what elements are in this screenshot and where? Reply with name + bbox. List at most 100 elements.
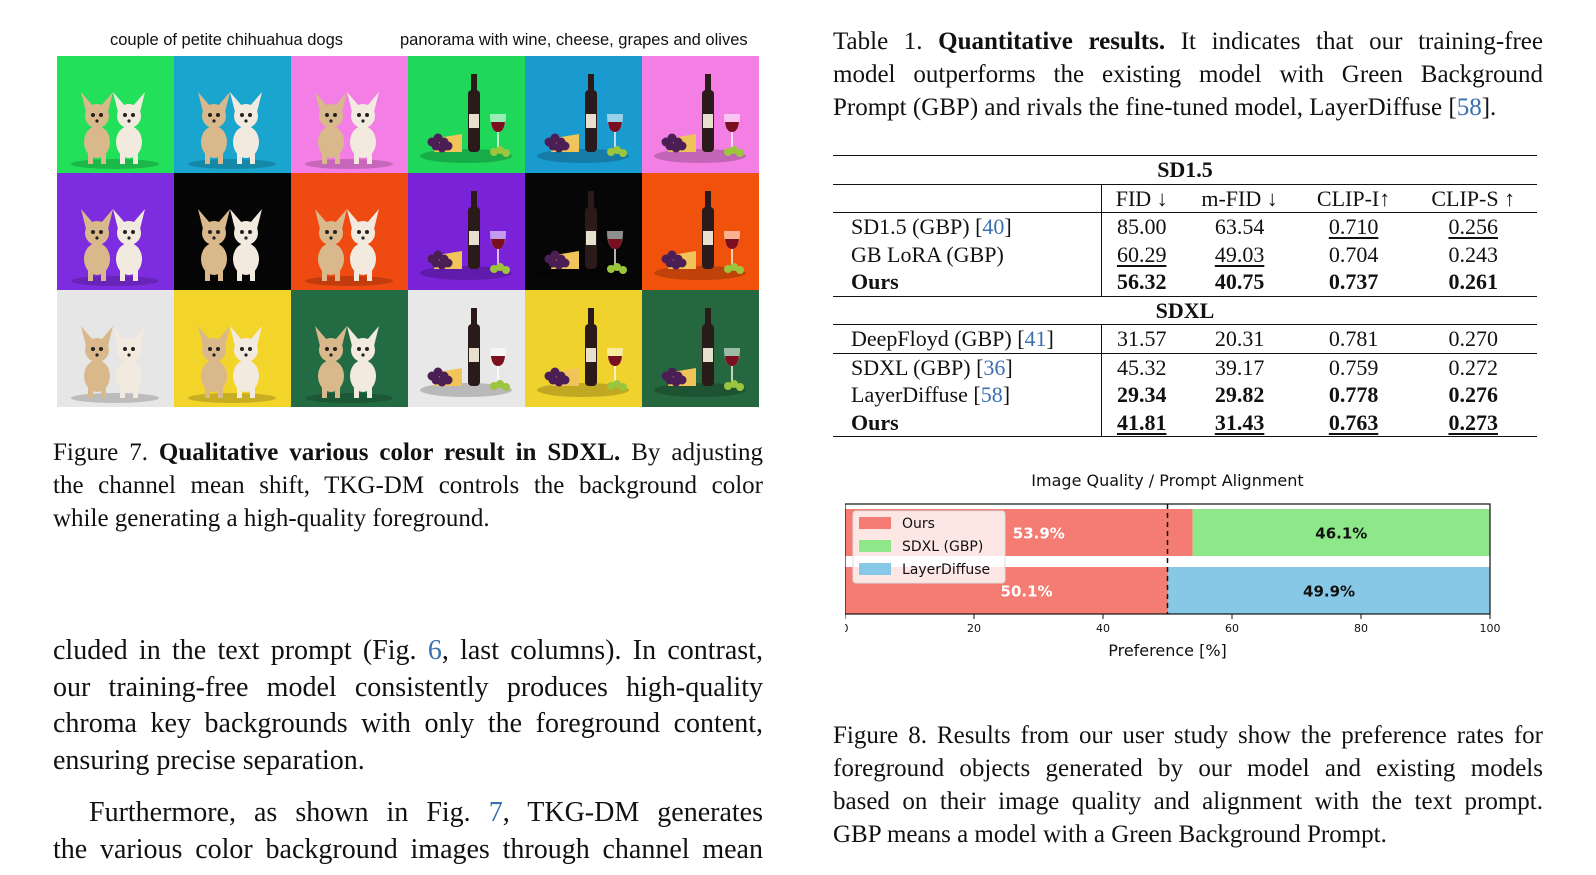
- method-cell: SD1.5 (GBP) [40]: [833, 212, 1102, 241]
- metric-cell: 0.759: [1297, 352, 1410, 381]
- chihuahua-image: [291, 290, 408, 407]
- figure7-caption-title: Qualitative various color result in SDXL…: [158, 439, 621, 466]
- legend-entry: LayerDiffuse: [902, 562, 990, 578]
- wine-image: [408, 173, 525, 290]
- data-label: 49.9%: [1303, 583, 1355, 601]
- table-row: GB LoRA (GBP) 60.29 49.03 0.704 0.243: [833, 240, 1537, 268]
- section-header-sdxl: SDXL: [833, 295, 1537, 325]
- axes-frame: [845, 503, 1491, 615]
- metric-cell: 0.737: [1328, 269, 1379, 294]
- metric-cell: 0.243: [1448, 241, 1498, 267]
- body-text: cluded in the text prompt (Fig. 6, last …: [53, 635, 764, 865]
- table-row: DeepFloyd (GBP) [41] 31.57 20.31 0.781 0.270: [833, 324, 1537, 353]
- metric-cell: 85.00: [1101, 212, 1182, 241]
- metric-cell: 0.778: [1328, 382, 1379, 407]
- figure7-caption: Figure 7. Qualitative various color resu…: [53, 439, 764, 532]
- legend-swatch: [859, 540, 891, 552]
- x-tick-label: 80: [1354, 622, 1368, 635]
- chihuahua-image: [57, 290, 174, 407]
- metric-cell: 31.57: [1101, 324, 1182, 353]
- table1-caption: Table 1. Quantitative results. It indica…: [833, 28, 1543, 121]
- citation-link[interactable]: 58: [1456, 94, 1482, 121]
- table-row: SD1.5 (GBP) [40] 85.00 63.54 0.710 0.256: [833, 212, 1537, 241]
- wine-image: [642, 290, 759, 407]
- column-header: FID ↓: [1101, 183, 1182, 213]
- x-tick-label: 40: [1096, 622, 1110, 635]
- table-row: SDXL (GBP) [36] 45.32 39.17 0.759 0.272: [833, 352, 1537, 381]
- chihuahua-image: [174, 173, 291, 290]
- wine-image: [525, 290, 642, 407]
- legend-entry: SDXL (GBP): [902, 539, 983, 555]
- prompt-label-chihuahua: couple of petite chihuahua dogs: [110, 31, 344, 49]
- metric-cell: 0.704: [1328, 241, 1379, 267]
- table-row: Ours 56.32 40.75 0.737 0.261: [833, 268, 1537, 296]
- wine-image: [525, 173, 642, 290]
- metric-cell: 0.276: [1448, 382, 1498, 407]
- x-tick-label: 100: [1480, 622, 1501, 635]
- figure7-caption-label: Figure 7.: [53, 439, 148, 466]
- metric-cell: 41.81: [1101, 408, 1182, 437]
- x-tick-label: 0: [845, 622, 849, 635]
- method-cell: LayerDiffuse [58]: [833, 381, 1102, 409]
- metric-cell: 0.273: [1409, 408, 1537, 437]
- figure-ref-link[interactable]: 7: [488, 797, 503, 828]
- table-row: Ours 41.81 31.43 0.763 0.273: [833, 408, 1537, 437]
- metric-cell: 0.272: [1409, 352, 1537, 381]
- wine-image: [408, 56, 525, 173]
- x-tick-label: 60: [1225, 622, 1239, 635]
- figure-ref-link[interactable]: 6: [427, 635, 442, 666]
- metric-cell: 0.763: [1297, 408, 1410, 437]
- data-label: 46.1%: [1315, 525, 1367, 543]
- citation-link[interactable]: 41: [1024, 326, 1047, 351]
- x-axis-label: Preference [%]: [1108, 641, 1227, 660]
- metric-cell: 40.75: [1214, 269, 1265, 294]
- table1-caption-label: Table 1.: [833, 28, 923, 55]
- data-label: 53.9%: [1013, 525, 1065, 543]
- method-cell: SDXL (GBP) [36]: [833, 352, 1102, 381]
- chihuahua-image: [57, 56, 174, 173]
- method-cell: Ours: [833, 408, 1102, 437]
- metric-cell: 20.31: [1181, 324, 1298, 353]
- figure7-prompt-labels: couple of petite chihuahua dogs panorama…: [57, 31, 757, 53]
- metric-cell: 0.261: [1448, 269, 1498, 294]
- chihuahua-image: [291, 56, 408, 173]
- column-header: CLIP-I↑: [1297, 183, 1410, 213]
- chihuahua-image: [174, 56, 291, 173]
- legend-swatch: [859, 517, 891, 529]
- method-cell: Ours: [833, 268, 1102, 296]
- metric-cell: 45.32: [1101, 352, 1182, 381]
- metric-cell: 29.82: [1214, 382, 1265, 407]
- metric-cell: 0.781: [1297, 324, 1410, 353]
- chihuahua-image: [174, 290, 291, 407]
- table-row: LayerDiffuse [58] 29.34 29.82 0.778 0.276: [833, 381, 1537, 409]
- results-table: SD1.5 FID ↓ m-FID ↓ CLIP-I↑ CLIP-S ↑ SD1.5 (G…: [833, 155, 1537, 437]
- prompt-label-wine: panorama with wine, cheese, grapes and o…: [400, 31, 748, 49]
- metric-cell: 0.710: [1297, 212, 1410, 241]
- figure7-image-grid: [57, 56, 759, 407]
- citation-link[interactable]: 40: [982, 214, 1005, 239]
- metric-cell: 29.34: [1116, 382, 1167, 407]
- x-tick-label: 20: [967, 622, 981, 635]
- table1-caption-title: Quantitative results.: [938, 28, 1166, 55]
- wine-image: [642, 56, 759, 173]
- section-header-sd15: SD1.5: [833, 155, 1537, 184]
- metric-cell: 56.32: [1116, 269, 1167, 294]
- legend-swatch: [859, 563, 891, 575]
- chihuahua-image: [57, 173, 174, 290]
- metric-cell: 0.270: [1409, 324, 1537, 353]
- citation-link[interactable]: 58: [980, 382, 1003, 407]
- metric-cell: 39.17: [1181, 352, 1298, 381]
- data-label: 50.1%: [1001, 583, 1053, 601]
- metric-cell: 0.256: [1409, 212, 1537, 241]
- wine-image: [525, 56, 642, 173]
- citation-link[interactable]: 36: [983, 354, 1006, 380]
- column-header: m-FID ↓: [1181, 183, 1298, 213]
- wine-image: [642, 173, 759, 290]
- method-cell: DeepFloyd (GBP) [41]: [833, 324, 1102, 353]
- legend-entry: Ours: [902, 516, 935, 532]
- method-cell: GB LoRA (GBP): [833, 240, 1102, 268]
- preference-chart: Image Quality / Prompt Alignment 53.9% 46.…: [845, 474, 1501, 660]
- bar-segment: [1192, 509, 1490, 556]
- metric-cell: 49.03: [1214, 241, 1265, 267]
- wine-image: [408, 290, 525, 407]
